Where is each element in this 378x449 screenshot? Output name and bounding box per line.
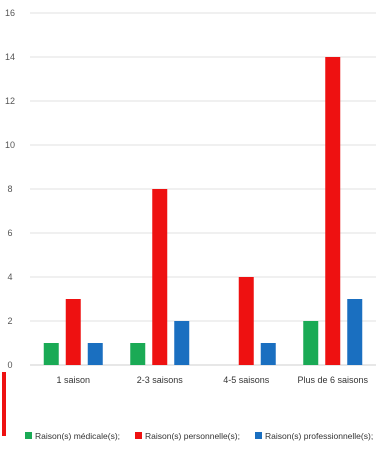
bar (130, 343, 146, 365)
x-axis-category-labels: 1 saison 2-3 saisons 4-5 saisons Plus de 6 … (56, 375, 368, 385)
y-tick-label: 0 (7, 360, 12, 370)
bar (325, 57, 341, 365)
legend-label: Raison(s) médicale(s); (35, 431, 120, 441)
y-tick-label: 16 (5, 8, 15, 18)
legend: Raison(s) médicale(s); Raison(s) personne… (25, 431, 373, 441)
y-tick-label: 12 (5, 96, 15, 106)
gridlines (30, 12, 376, 366)
legend-swatch (25, 432, 32, 439)
bar (174, 321, 190, 365)
y-tick-label: 6 (7, 228, 12, 238)
bar (43, 343, 59, 365)
bar (303, 321, 319, 365)
bar (152, 189, 168, 365)
bar (87, 343, 103, 365)
x-category-label: Plus de 6 saisons (297, 375, 368, 385)
bar (65, 299, 81, 365)
y-tick-label: 10 (5, 140, 15, 150)
x-category-label: 2-3 saisons (137, 375, 184, 385)
x-category-label: 4-5 saisons (223, 375, 270, 385)
legend-label: Raison(s) professionnelle(s); (265, 431, 373, 441)
bar (238, 277, 254, 365)
y-tick-label: 14 (5, 52, 15, 62)
legend-swatch (255, 432, 262, 439)
legend-swatch (135, 432, 142, 439)
legend-label: Raison(s) personnelle(s); (145, 431, 240, 441)
y-axis-tick-labels: 0 2 4 6 8 10 12 14 16 (5, 8, 15, 370)
bar (347, 299, 363, 365)
bar (260, 343, 276, 365)
bars (43, 57, 363, 365)
red-edge-marker (2, 372, 6, 436)
y-tick-label: 4 (7, 272, 12, 282)
y-tick-label: 8 (7, 184, 12, 194)
y-tick-label: 2 (7, 316, 12, 326)
x-category-label: 1 saison (56, 375, 90, 385)
